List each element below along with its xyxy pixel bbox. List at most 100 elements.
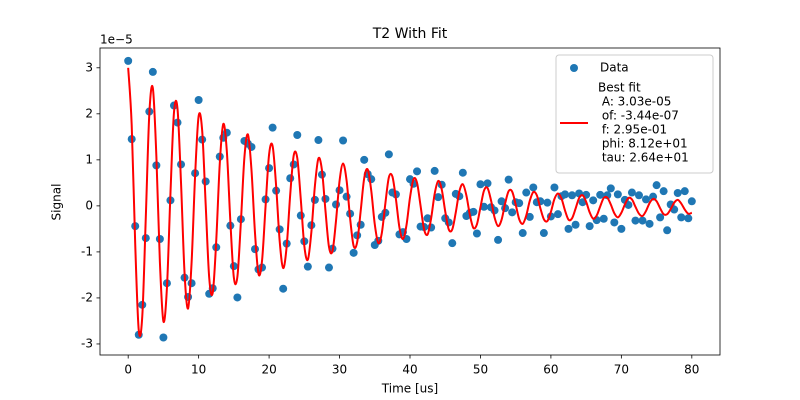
data-point — [610, 218, 619, 227]
data-point — [497, 197, 506, 206]
x-tick-label: 50 — [473, 363, 488, 377]
fit-line — [127, 67, 693, 337]
data-point — [684, 214, 693, 223]
data-point — [279, 284, 288, 293]
data-point — [356, 220, 365, 229]
data-point — [553, 210, 562, 219]
data-point — [434, 193, 443, 202]
legend-detail: f: 2.95e-01 — [598, 123, 667, 137]
legend-label: Data — [600, 61, 629, 75]
data-point — [508, 208, 517, 217]
data-point — [652, 181, 661, 190]
y-tick-label: 1 — [85, 152, 93, 166]
data-point — [627, 188, 636, 197]
data-point — [589, 196, 598, 205]
x-tick-label: 10 — [191, 363, 206, 377]
data-point — [458, 168, 467, 177]
data-point — [634, 191, 643, 200]
data-point — [659, 187, 668, 196]
data-point — [606, 184, 615, 193]
data-point — [194, 96, 203, 105]
data-point — [680, 187, 689, 196]
data-point — [613, 190, 622, 199]
data-point — [384, 150, 393, 159]
data-point — [529, 183, 538, 192]
data-point — [543, 198, 552, 207]
data-point — [124, 56, 133, 65]
x-tick-label: 60 — [543, 363, 558, 377]
data-point — [539, 229, 548, 238]
data-point — [303, 262, 312, 271]
data-point — [472, 229, 481, 238]
data-point — [448, 239, 457, 248]
data-point — [518, 229, 527, 238]
data-point — [324, 263, 333, 272]
data-point — [479, 202, 488, 211]
data-point — [550, 183, 559, 192]
data-point — [413, 167, 422, 176]
data-point — [339, 136, 348, 145]
y-offset-text: 1e−5 — [100, 33, 133, 47]
data-point — [349, 248, 358, 257]
data-point — [568, 191, 577, 200]
data-point — [596, 190, 605, 199]
x-tick-label: 40 — [402, 363, 417, 377]
data-point — [504, 175, 513, 184]
data-point — [314, 136, 323, 145]
data-point — [642, 195, 651, 204]
data-point — [522, 188, 531, 197]
y-tick-label: 0 — [85, 198, 93, 212]
legend-box — [555, 54, 714, 174]
data-point — [515, 199, 524, 208]
data-point — [585, 222, 594, 231]
x-tick-label: 80 — [684, 363, 699, 377]
data-point — [645, 219, 654, 228]
data-point — [663, 226, 672, 235]
data-point — [159, 333, 168, 342]
plot-frame — [99, 47, 721, 356]
chart-title: T2 With Fit — [372, 26, 448, 42]
data-point — [187, 279, 196, 288]
data-point — [687, 197, 696, 206]
x-tick-label: 30 — [332, 363, 347, 377]
y-tick-label: -2 — [81, 290, 93, 304]
data-point — [525, 212, 534, 221]
data-point — [469, 207, 478, 216]
legend-label: Best fit — [598, 81, 641, 95]
y-tick-label: -1 — [81, 244, 93, 258]
data-point — [673, 188, 682, 197]
legend: Data Best fit A: 3.03e-05 of: -3.44e-07 f… — [555, 54, 714, 174]
y-tick-label: 3 — [85, 60, 93, 74]
legend-detail: A: 3.03e-05 — [598, 95, 671, 109]
x-axis-label: Time [us] — [381, 382, 438, 396]
data-point — [494, 235, 503, 244]
data-point — [599, 214, 608, 223]
data-point — [332, 200, 341, 209]
data-point — [656, 213, 665, 222]
y-axis-label: Signal — [50, 184, 64, 221]
y-tick-label: 2 — [85, 106, 93, 120]
x-tick-label: 70 — [614, 363, 629, 377]
data-point — [631, 216, 640, 225]
data-point — [677, 213, 686, 222]
legend-detail: tau: 2.64e+01 — [598, 151, 689, 165]
legend-marker — [570, 64, 578, 72]
data-point — [571, 220, 580, 229]
legend-detail: phi: 8.12e+01 — [598, 137, 688, 151]
data-point — [360, 155, 369, 164]
data-point — [483, 179, 492, 188]
data-point — [423, 214, 432, 223]
data-point — [286, 174, 295, 183]
data-point — [148, 67, 157, 76]
y-tick-label: -3 — [81, 336, 93, 350]
data-point — [617, 224, 626, 233]
data-point — [561, 190, 569, 199]
data-point — [430, 166, 439, 175]
data-point — [564, 224, 573, 233]
data-point — [638, 216, 647, 225]
data-point — [476, 180, 485, 189]
x-tick-label: 20 — [261, 363, 276, 377]
x-tick-label: 0 — [124, 363, 132, 377]
